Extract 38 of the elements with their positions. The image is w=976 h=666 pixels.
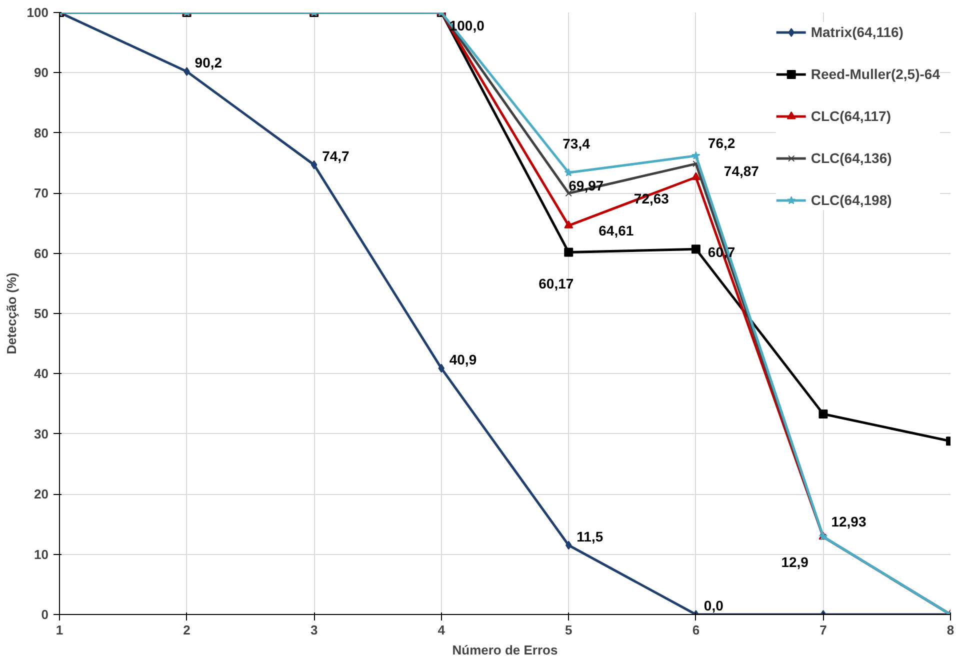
y-tick-label: 60 xyxy=(34,246,49,261)
legend-label: Reed-Muller(2,5)-64 xyxy=(810,66,940,82)
x-tick-label: 4 xyxy=(438,622,446,638)
x-tick-label: 5 xyxy=(565,622,572,638)
data-label: 60,17 xyxy=(538,275,574,292)
data-label: 12,93 xyxy=(831,514,866,530)
data-label: 90,2 xyxy=(194,54,222,70)
y-tick-label: 0 xyxy=(41,607,49,622)
y-axis-title: Detecção (%) xyxy=(4,272,19,354)
data-label: 12,9 xyxy=(781,554,809,570)
y-tick-label: 40 xyxy=(34,366,49,382)
y-tick-label: 20 xyxy=(34,486,49,502)
legend-label: CLC(64,117) xyxy=(810,108,891,124)
legend-label: CLC(64,136) xyxy=(810,150,892,166)
legend-label: Matrix(64,116) xyxy=(810,24,904,40)
data-label: 11,5 xyxy=(576,528,604,544)
y-tick-label: 10 xyxy=(34,546,49,562)
data-label: 64,61 xyxy=(598,222,634,239)
x-tick-label: 2 xyxy=(183,622,190,638)
y-tick-label: 90 xyxy=(34,65,49,80)
data-label: 73,4 xyxy=(562,136,590,152)
data-label: 74,87 xyxy=(724,162,760,179)
y-tick-label: 70 xyxy=(34,186,49,201)
data-label: 74,7 xyxy=(322,148,350,164)
x-tick-label: 7 xyxy=(820,622,827,638)
data-label: 76,2 xyxy=(708,134,736,151)
x-tick-label: 3 xyxy=(310,622,318,638)
x-tick-label: 6 xyxy=(692,622,700,638)
y-tick-label: 50 xyxy=(34,306,49,321)
x-tick-label: 8 xyxy=(946,622,954,638)
y-tick-label: 30 xyxy=(34,426,49,442)
legend-label: CLC(64,198) xyxy=(810,192,892,208)
x-tick-label: 1 xyxy=(56,622,64,638)
x-axis-title: Número de Erros xyxy=(452,642,558,658)
data-label: 0,0 xyxy=(704,598,724,614)
y-tick-label: 100 xyxy=(26,5,49,20)
y-tick-label: 80 xyxy=(34,125,49,140)
data-label: 40,9 xyxy=(449,351,477,368)
